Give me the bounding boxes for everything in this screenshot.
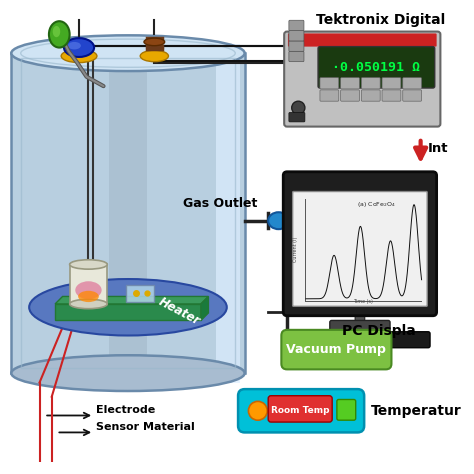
Ellipse shape bbox=[11, 355, 245, 391]
Text: (a) CoFe$_2$O$_4$: (a) CoFe$_2$O$_4$ bbox=[357, 200, 396, 209]
Ellipse shape bbox=[268, 212, 289, 229]
FancyBboxPatch shape bbox=[282, 330, 392, 369]
FancyBboxPatch shape bbox=[318, 46, 435, 88]
FancyBboxPatch shape bbox=[382, 90, 401, 101]
FancyBboxPatch shape bbox=[289, 31, 304, 41]
FancyBboxPatch shape bbox=[289, 51, 304, 62]
FancyBboxPatch shape bbox=[289, 112, 305, 122]
Polygon shape bbox=[201, 296, 209, 320]
Text: Current (I): Current (I) bbox=[293, 236, 298, 262]
FancyBboxPatch shape bbox=[355, 312, 365, 323]
FancyBboxPatch shape bbox=[289, 20, 304, 31]
Ellipse shape bbox=[11, 36, 245, 71]
FancyBboxPatch shape bbox=[289, 41, 304, 51]
FancyBboxPatch shape bbox=[283, 172, 437, 316]
Circle shape bbox=[248, 401, 267, 420]
Circle shape bbox=[292, 101, 305, 114]
FancyBboxPatch shape bbox=[268, 396, 332, 422]
FancyBboxPatch shape bbox=[292, 191, 427, 306]
Ellipse shape bbox=[144, 38, 164, 46]
Ellipse shape bbox=[64, 38, 94, 57]
FancyBboxPatch shape bbox=[290, 332, 430, 348]
Ellipse shape bbox=[70, 299, 107, 309]
Polygon shape bbox=[11, 53, 245, 373]
Ellipse shape bbox=[61, 49, 97, 63]
Text: Tektronix Digital: Tektronix Digital bbox=[317, 13, 446, 27]
FancyBboxPatch shape bbox=[403, 78, 421, 89]
Text: Time (s): Time (s) bbox=[353, 299, 373, 303]
Text: Room Temp: Room Temp bbox=[271, 406, 329, 415]
FancyBboxPatch shape bbox=[320, 90, 339, 101]
Ellipse shape bbox=[78, 291, 99, 302]
FancyBboxPatch shape bbox=[341, 90, 359, 101]
Text: Heater: Heater bbox=[157, 296, 203, 328]
Ellipse shape bbox=[53, 26, 60, 37]
FancyBboxPatch shape bbox=[361, 90, 380, 101]
Ellipse shape bbox=[49, 21, 70, 47]
Text: Sensor Material: Sensor Material bbox=[96, 421, 195, 432]
Ellipse shape bbox=[75, 281, 101, 299]
FancyBboxPatch shape bbox=[288, 34, 437, 46]
FancyBboxPatch shape bbox=[382, 78, 401, 89]
FancyBboxPatch shape bbox=[403, 90, 421, 101]
Polygon shape bbox=[109, 44, 147, 383]
Text: ·0.050191 Ω: ·0.050191 Ω bbox=[332, 61, 420, 74]
Ellipse shape bbox=[140, 50, 168, 62]
FancyBboxPatch shape bbox=[238, 389, 364, 432]
Ellipse shape bbox=[70, 260, 107, 269]
FancyArrowPatch shape bbox=[415, 141, 426, 159]
Text: PC Displa: PC Displa bbox=[342, 324, 416, 338]
Text: Vacuum Pump: Vacuum Pump bbox=[286, 343, 386, 356]
FancyBboxPatch shape bbox=[341, 78, 359, 89]
Text: Int: Int bbox=[428, 142, 449, 155]
Polygon shape bbox=[126, 285, 155, 302]
FancyBboxPatch shape bbox=[284, 32, 440, 127]
Ellipse shape bbox=[29, 279, 227, 336]
Polygon shape bbox=[217, 44, 240, 383]
Polygon shape bbox=[55, 296, 209, 304]
FancyBboxPatch shape bbox=[361, 78, 380, 89]
Polygon shape bbox=[55, 304, 201, 320]
Polygon shape bbox=[70, 264, 107, 304]
FancyBboxPatch shape bbox=[330, 320, 390, 333]
Text: Electrode: Electrode bbox=[96, 405, 155, 415]
Text: Gas Outlet: Gas Outlet bbox=[183, 197, 258, 210]
Ellipse shape bbox=[68, 42, 81, 49]
FancyBboxPatch shape bbox=[337, 400, 356, 420]
Text: Temperatur: Temperatur bbox=[371, 404, 462, 418]
FancyBboxPatch shape bbox=[320, 78, 339, 89]
